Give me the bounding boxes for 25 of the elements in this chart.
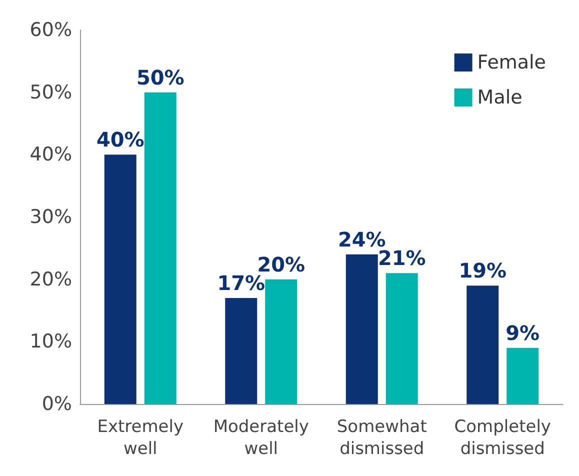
y-tick-label: 40% bbox=[30, 144, 72, 166]
bar bbox=[265, 279, 298, 404]
y-tick-label: 30% bbox=[30, 206, 72, 228]
data-label: 19% bbox=[458, 258, 507, 283]
data-label: 9% bbox=[506, 320, 540, 345]
x-tick-label: Extremely well bbox=[97, 417, 184, 459]
y-tick-label: 50% bbox=[30, 81, 72, 104]
legend-label: Female bbox=[477, 52, 546, 74]
bar bbox=[506, 348, 539, 404]
legend-label: Male bbox=[477, 86, 522, 108]
bar bbox=[346, 254, 378, 404]
bar bbox=[225, 298, 258, 404]
x-tick-label: Somewhat dismissed bbox=[336, 417, 428, 459]
y-tick-label: 20% bbox=[30, 268, 72, 290]
bar bbox=[104, 154, 136, 404]
y-tick-label: 10% bbox=[30, 330, 72, 353]
data-label: 40% bbox=[96, 128, 144, 152]
y-tick-label: 0% bbox=[42, 393, 72, 415]
data-label: 50% bbox=[136, 65, 184, 90]
y-tick-label: 60% bbox=[30, 19, 72, 41]
x-tick-label: Completely dismissed bbox=[454, 417, 551, 459]
bar bbox=[144, 92, 176, 404]
bar bbox=[386, 273, 418, 404]
bar bbox=[466, 286, 499, 404]
x-tick-label: Moderately well bbox=[213, 417, 309, 459]
